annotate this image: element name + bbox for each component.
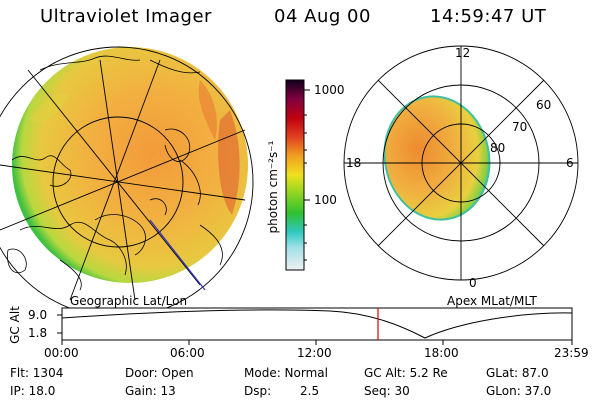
info-dsp-label: Dsp:: [244, 384, 272, 398]
lat-label-80: 80: [490, 141, 506, 155]
date-label: 04 Aug 00: [274, 6, 371, 27]
lat-label-70: 70: [512, 120, 528, 134]
mlt-label-12: 12: [455, 46, 471, 60]
mlt-label-18: 18: [346, 156, 362, 170]
instrument-title: Ultraviolet Imager: [40, 6, 212, 27]
polar-grid: [343, 45, 579, 281]
info-ip: IP: 18.0: [10, 384, 56, 398]
altitude-curve: [61, 309, 573, 339]
auroral-disk: [12, 47, 248, 283]
timeline-y-axis-label: GC Alt: [7, 306, 22, 344]
geographic-image: [0, 46, 254, 318]
info-mode: Mode: Normal: [244, 366, 328, 380]
colorbar-unit-label: photon cm⁻²s⁻¹: [266, 140, 280, 234]
time-label: 14:59:47 UT: [430, 6, 547, 27]
disk-texture: [30, 80, 240, 215]
polar-plot: [343, 45, 579, 281]
colorbar: [285, 79, 310, 271]
coastlines: [7, 55, 223, 291]
lat-label-60: 60: [536, 98, 552, 112]
timeline-y-tick-1-8: 1.8: [28, 326, 48, 340]
info-gain: Gain: 13: [125, 384, 176, 398]
info-door: Door: Open: [125, 366, 194, 380]
mlt-label-0: 0: [469, 276, 477, 290]
info-flt: Flt: 1304: [10, 366, 64, 380]
info-seq: Seq: 30: [364, 384, 410, 398]
timeline-y-tick-9: 9.0: [28, 308, 48, 322]
right-panel-label: Apex MLat/MLT: [447, 294, 537, 308]
colorbar-label-1000: 1000: [314, 83, 345, 97]
info-gcalt: GC Alt: 5.2 Re: [364, 366, 448, 380]
timeline-panel: [57, 307, 573, 345]
orbit-track: [149, 219, 206, 291]
info-glat: GLat: 87.0: [486, 366, 549, 380]
info-dsp-value: 2.5: [300, 384, 320, 398]
info-glon: GLon: 37.0: [486, 384, 552, 398]
mlt-label-6: 6: [566, 156, 574, 170]
auroral-oval: [383, 95, 491, 221]
timeline-x-tick-2359: 23:59: [554, 346, 589, 360]
left-panel-label: Geographic Lat/Lon: [70, 294, 188, 308]
colorbar-gradient: [285, 79, 305, 271]
timeline-x-tick-0600: 06:00: [170, 346, 205, 360]
timeline-x-tick-0000: 00:00: [44, 346, 79, 360]
timeline-x-tick-1800: 18:00: [424, 346, 459, 360]
timeline-frame: [61, 307, 573, 341]
colorbar-label-100: 100: [314, 193, 337, 207]
timeline-x-tick-1200: 12:00: [297, 346, 332, 360]
